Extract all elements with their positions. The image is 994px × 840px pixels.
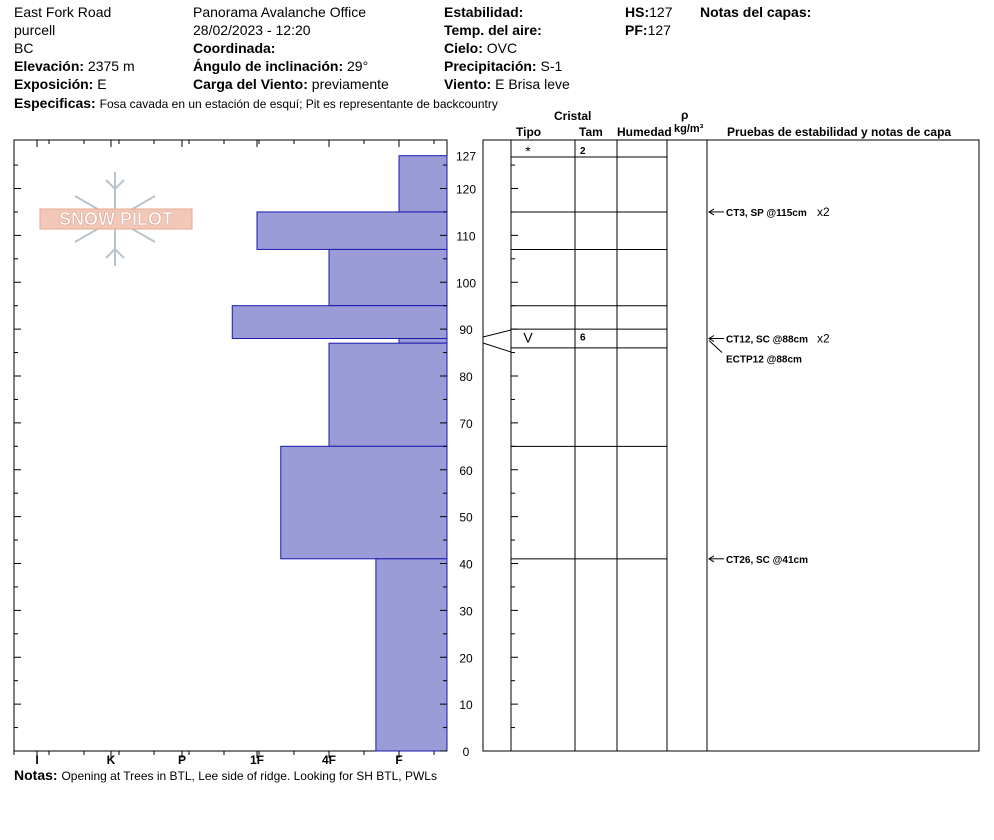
- crystal-type-0: *: [525, 143, 531, 159]
- hardness-bar-7: [375, 558, 448, 752]
- col-tests: Pruebas de estabilidad y notas de capa: [727, 125, 952, 139]
- incline-label: Ángulo de inclinación:: [193, 58, 344, 74]
- wind-load-value: previamente: [311, 76, 389, 92]
- specifics-row: Especificas: Fosa cavada en un estación …: [14, 94, 498, 113]
- pf-value: 127: [647, 22, 671, 38]
- test-arrowhead-3: [708, 555, 715, 563]
- y-tick-label-127: 127: [456, 150, 476, 164]
- location-name: East Fork Road: [14, 4, 112, 20]
- col-density-unit: kg/m³: [674, 123, 704, 135]
- precip-value: S-1: [540, 58, 563, 74]
- specifics-value: Fosa cavada en un estación de esquí; Pit…: [99, 97, 498, 111]
- hardness-bar-6: [280, 445, 448, 560]
- y-tick-label-70: 70: [459, 417, 473, 431]
- snowpilot-logo: [39, 172, 193, 266]
- x-tick-label-I: I: [35, 753, 38, 767]
- test-arrow-2: [708, 340, 723, 353]
- test-arrowhead-1: [708, 335, 715, 342]
- observation-datetime: 28/02/2023 - 12:20: [193, 22, 311, 38]
- test-label-0: CT3, SP @115cm: [726, 208, 807, 219]
- hardness-bar-2: [328, 248, 448, 307]
- wind-load-row: Carga del Viento: previamente: [193, 75, 389, 93]
- layer-notes-label: Notas del capas:: [700, 4, 812, 20]
- layer-table-frame: [482, 139, 980, 752]
- sky-row: Cielo: OVC: [444, 39, 517, 57]
- hardness-bar-0: [398, 155, 448, 213]
- crystal-type-1: V: [523, 330, 533, 346]
- sky-label: Cielo:: [444, 40, 483, 56]
- incline-value: 29°: [347, 58, 369, 74]
- precip-row: Precipitación: S-1: [444, 57, 562, 75]
- test-count-0: x2: [817, 205, 830, 219]
- x-tick-label-F: F: [395, 753, 402, 767]
- col-crystal: Cristal: [554, 109, 592, 123]
- notes-value: Opening at Trees in BTL, Lee side of rid…: [61, 769, 437, 783]
- y-tick-label-50: 50: [459, 511, 473, 525]
- hardness-bar-3: [231, 305, 448, 339]
- aspect-label: Exposición:: [14, 76, 94, 92]
- test-label-1: CT12, SC @88cm: [726, 335, 808, 346]
- notes-label: Notas:: [14, 767, 58, 783]
- y-tick-label-10: 10: [459, 698, 473, 712]
- y-tick-label-100: 100: [456, 276, 476, 290]
- wind-row: Viento: E Brisa leve: [444, 75, 570, 93]
- y-tick-label-80: 80: [459, 370, 473, 384]
- y-tick-label-110: 110: [456, 229, 475, 243]
- y-tick-label-40: 40: [459, 558, 473, 572]
- y-tick-label-120: 120: [456, 183, 476, 197]
- hardness-bar-4: [398, 338, 448, 344]
- crystal-size-1: 6: [580, 333, 586, 344]
- hardness-bar-5: [328, 342, 448, 447]
- wind-label: Viento:: [444, 76, 492, 92]
- specifics-label: Especificas:: [14, 95, 96, 111]
- stability-label: Estabilidad:: [444, 4, 524, 20]
- x-tick-label-4F: 4F: [322, 753, 336, 767]
- layer-connector-lower: [482, 342, 512, 353]
- wind-value: E Brisa leve: [495, 76, 570, 92]
- y-tick-label-60: 60: [459, 464, 473, 478]
- coordinate-label: Coordinada:: [193, 40, 276, 56]
- hs-value: 127: [649, 4, 673, 20]
- incline-row: Ángulo de inclinación: 29°: [193, 57, 368, 75]
- y-tick-label-20: 20: [459, 651, 473, 665]
- test-label-3: CT26, SC @41cm: [726, 555, 808, 566]
- aspect-row: Exposición: E: [14, 75, 107, 93]
- region: BC: [14, 40, 34, 56]
- wind-load-label: Carga del Viento:: [193, 76, 308, 92]
- y-tick-label-90: 90: [459, 323, 473, 337]
- notes-row: Notas: Opening at Trees in BTL, Lee side…: [14, 766, 437, 785]
- snowpilot-logo-text: SNOW PILOT: [59, 209, 173, 229]
- test-label-2: ECTP12 @88cm: [726, 355, 802, 366]
- y-tick-label-30: 30: [459, 604, 473, 618]
- air-temp-label: Temp. del aire:: [444, 22, 542, 38]
- office-name: Panorama Avalanche Office: [193, 4, 367, 20]
- layer-connector-upper: [482, 329, 512, 338]
- y-tick-label-0: 0: [463, 745, 470, 759]
- precip-label: Precipitación:: [444, 58, 537, 74]
- test-count-1: x2: [817, 332, 830, 346]
- pf-label: PF:: [625, 22, 648, 38]
- col-type: Tipo: [516, 125, 542, 139]
- elevation-label: Elevación:: [14, 58, 85, 74]
- test-arrowhead-0: [708, 208, 715, 216]
- aspect-value: E: [97, 76, 107, 92]
- hs-label: HS:: [625, 4, 650, 20]
- crystal-size-0: 2: [580, 146, 586, 157]
- x-tick-label-K: K: [107, 753, 116, 767]
- x-tick-label-1F: 1F: [250, 753, 264, 767]
- col-rho: ρ: [681, 108, 689, 122]
- elevation-value: 2375 m: [87, 58, 135, 74]
- hs-row: HS:127: [625, 3, 672, 21]
- x-tick-label-P: P: [178, 753, 186, 767]
- pf-row: PF:127: [625, 21, 671, 39]
- col-size: Tam: [579, 125, 603, 139]
- mountain-range: purcell: [14, 22, 56, 38]
- sky-value: OVC: [486, 40, 518, 56]
- col-humidity: Humedad: [617, 125, 672, 139]
- elevation-row: Elevación: 2375 m: [14, 57, 135, 75]
- hardness-bar-1: [256, 211, 448, 250]
